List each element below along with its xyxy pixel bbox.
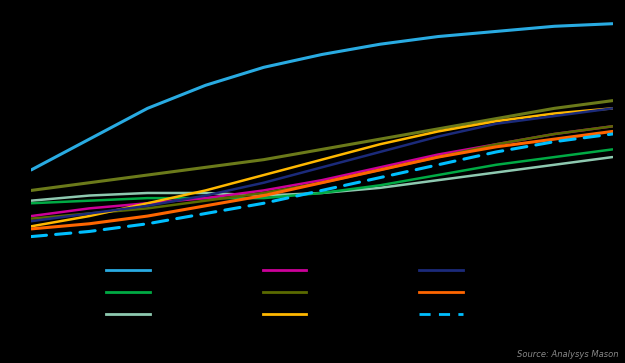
Text: Source: Analysys Mason: Source: Analysys Mason	[518, 350, 619, 359]
